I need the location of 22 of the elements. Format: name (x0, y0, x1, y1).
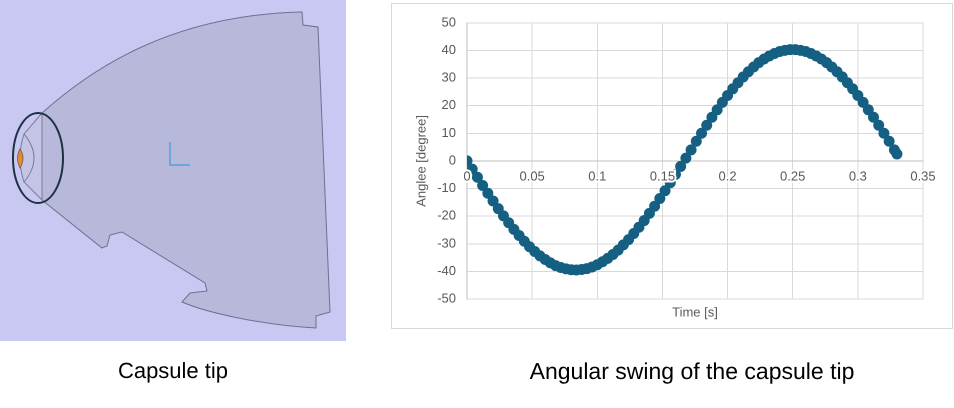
y-tick-label: 50 (442, 14, 456, 30)
y-tick-label: 40 (442, 42, 456, 57)
y-tick-label: 0 (448, 152, 456, 168)
x-axis-title: Time [s] (672, 304, 718, 320)
x-tick-label: 0.2 (718, 168, 737, 184)
y-tick-label: -20 (437, 208, 456, 223)
x-tick-label: 0 (463, 168, 471, 184)
x-tick-label: 0.1 (588, 168, 606, 184)
y-tick-label: -50 (437, 290, 456, 306)
y-axis-title: Anglee [degree] (414, 115, 429, 207)
x-tick-label: 0.05 (519, 168, 545, 184)
y-tick-label: -30 (437, 235, 456, 250)
text: Angular swing of the capsule tip (528, 358, 856, 385)
x-tick-label: 0.3 (848, 168, 867, 184)
y-tick-label: 30 (442, 70, 456, 85)
y-tick-label: -40 (437, 262, 456, 278)
x-tick-label: 0.25 (780, 168, 806, 184)
y-tick-label: 20 (442, 97, 456, 112)
text: Capsule tip (116, 358, 230, 384)
y-tick-label: 10 (442, 124, 456, 140)
x-tick-label: 0.35 (910, 168, 936, 184)
y-tick-label: -10 (437, 180, 456, 196)
